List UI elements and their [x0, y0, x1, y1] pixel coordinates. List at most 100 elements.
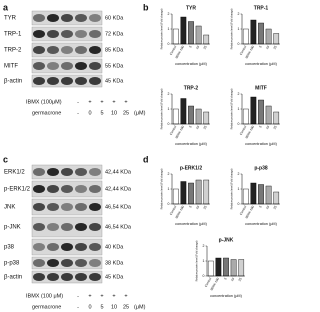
- y-tick-label: 0: [238, 202, 240, 206]
- blot-band: [75, 62, 87, 70]
- treatment-dose: 0: [88, 304, 91, 310]
- x-tick-label: 5: [258, 205, 262, 209]
- y-tick-label: 0: [168, 42, 170, 46]
- blot-band: [33, 259, 45, 267]
- blot-band: [33, 62, 45, 70]
- treatment-label: IBMX (100μM): [26, 99, 62, 105]
- panel-label: a: [3, 2, 9, 12]
- x-tick-label: IBMX-100: [244, 205, 255, 219]
- chart-title: p-p38: [254, 165, 268, 171]
- y-tick-label: 2: [168, 12, 170, 16]
- chart-title: TYR: [186, 5, 196, 11]
- chart-title: TRP-1: [254, 5, 269, 11]
- x-axis-label: concentration (μM): [175, 142, 207, 146]
- blot-band: [89, 77, 101, 85]
- x-tick-label: IBMX-100: [244, 125, 255, 139]
- bar: [215, 257, 222, 277]
- blot-band: [47, 77, 59, 85]
- blot-size-label: 38 KDa: [105, 260, 124, 266]
- blot-row-label: TRP-2: [4, 48, 22, 54]
- x-tick-label: 25: [273, 125, 278, 130]
- y-tick-label: 2: [168, 92, 170, 96]
- blot-size-label: 60 KDa: [105, 15, 124, 21]
- blot-band: [61, 77, 73, 85]
- blot-band: [33, 14, 45, 22]
- bar: [242, 188, 249, 205]
- blot-band: [61, 185, 73, 193]
- blot-band: [33, 30, 45, 38]
- bar: [180, 181, 187, 205]
- blot-band: [89, 30, 101, 38]
- bar: [238, 259, 245, 277]
- x-tick-label: 5: [188, 125, 192, 129]
- treatment-dose: 10: [111, 110, 117, 116]
- y-axis-label: Relative protein level (Fold change): [230, 88, 234, 129]
- x-tick-label: 5: [188, 205, 192, 209]
- treatment-sign: +: [100, 293, 103, 299]
- x-axis-label: concentration (μM): [245, 222, 277, 226]
- x-axis-label: concentration (μM): [245, 62, 277, 66]
- bar: [180, 16, 187, 45]
- bar: [250, 96, 257, 125]
- x-tick-label: 25: [203, 205, 208, 210]
- blot-size-label: 72 KDa: [105, 31, 124, 37]
- blot-band: [61, 14, 73, 22]
- blot-row-label: TRP-1: [4, 32, 22, 38]
- x-tick-label: Control: [169, 125, 178, 136]
- blot-band: [89, 14, 101, 22]
- treatment-sign: +: [88, 293, 91, 299]
- blot-band: [75, 243, 87, 251]
- blot-row-label: ERK1/2: [4, 170, 25, 176]
- bar: [195, 108, 202, 125]
- blot-row-label: JNK: [4, 205, 15, 211]
- blot-band: [33, 185, 45, 193]
- bar: [273, 111, 280, 125]
- x-axis-label: concentration (μM): [175, 222, 207, 226]
- treatment-sign: +: [124, 99, 127, 105]
- y-tick-label: 0: [203, 274, 205, 278]
- treatment-label: IBMX (100 μM): [26, 293, 63, 299]
- blot-band: [33, 203, 45, 211]
- treatment-dose: 25: [123, 304, 129, 310]
- treatment-sign: +: [88, 99, 91, 105]
- blot-size-label: 46,54 KDa: [105, 224, 132, 230]
- blot-band: [75, 168, 87, 176]
- x-tick-label: Control: [204, 277, 213, 288]
- blot-band: [47, 259, 59, 267]
- blot-size-label: 40 KDa: [105, 244, 124, 250]
- bar: [172, 108, 179, 125]
- bar: [258, 99, 264, 125]
- treatment-dose: -: [77, 304, 79, 310]
- blot-band: [75, 259, 87, 267]
- bar: [265, 28, 272, 45]
- blot-band: [61, 46, 73, 54]
- blot-size-label: 55 KDa: [105, 63, 124, 69]
- x-tick-label: 25: [203, 125, 208, 130]
- treatment-dose: 5: [100, 304, 103, 310]
- treatment-sign: -: [77, 99, 79, 105]
- blot-band: [61, 168, 73, 176]
- x-tick-label: Control: [169, 205, 178, 216]
- blot-band: [61, 243, 73, 251]
- blot-band: [89, 46, 101, 54]
- bar: [250, 182, 257, 205]
- treatment-unit: (μM): [134, 304, 146, 310]
- x-tick-label: 10: [265, 45, 270, 50]
- blot-band: [75, 30, 87, 38]
- bar: [258, 184, 264, 205]
- blot-strip: [31, 198, 103, 216]
- treatment-sign: +: [100, 99, 103, 105]
- blot-band: [47, 14, 59, 22]
- x-tick-label: 25: [203, 45, 208, 50]
- bar: [223, 257, 229, 277]
- treatment-dose: 25: [123, 110, 129, 116]
- blot-size-label: 46,54 KDa: [105, 204, 132, 210]
- blot-row-label: p-ERK1/2: [4, 187, 31, 193]
- bar: [265, 105, 272, 125]
- blot-size-label: 42,44 KDa: [105, 169, 132, 175]
- y-tick-label: 2: [203, 244, 205, 248]
- panel-label: b: [143, 2, 149, 12]
- bar: [203, 179, 210, 205]
- blot-row-label: p-JNK: [4, 225, 21, 231]
- x-tick-label: 10: [195, 125, 200, 130]
